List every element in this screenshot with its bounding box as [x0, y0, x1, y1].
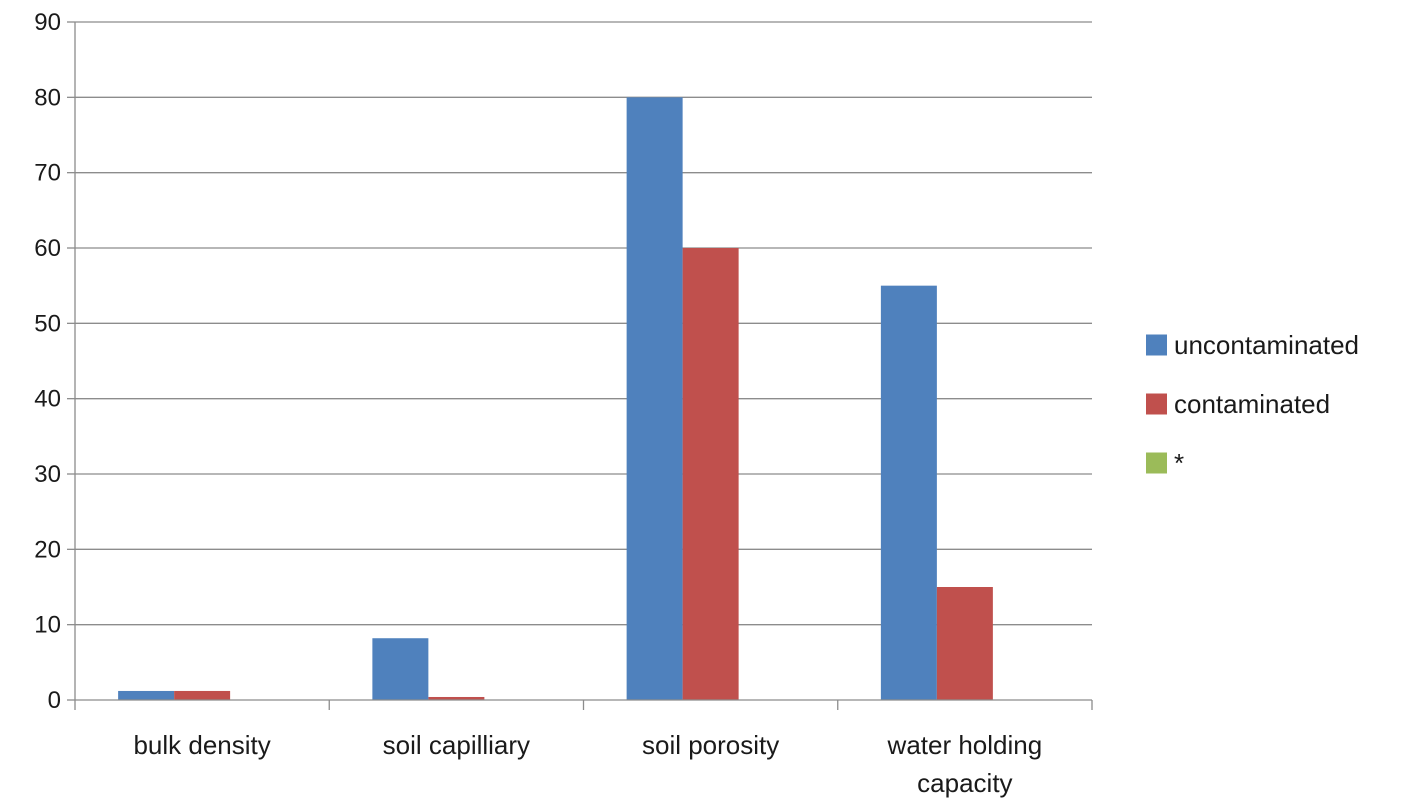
- y-tick-label: 50: [34, 310, 61, 337]
- bar-contaminated-3: [936, 587, 993, 700]
- x-tick-label-line: soil porosity: [642, 730, 779, 760]
- x-tick-label-line: capacity: [917, 768, 1012, 798]
- legend-label: contaminated: [1174, 389, 1330, 419]
- bar-contaminated-0: [174, 690, 231, 700]
- y-tick-label: 10: [34, 612, 61, 639]
- bar-contaminated-2: [682, 248, 739, 700]
- y-tick-label: 80: [34, 84, 61, 111]
- y-tick-label: 60: [34, 235, 61, 262]
- legend-swatch: [1146, 393, 1167, 415]
- y-tick-label: 0: [48, 687, 61, 714]
- x-tick-label: soil capilliary: [383, 730, 530, 760]
- legend-label: *: [1174, 448, 1184, 478]
- x-tick-label-line: soil capilliary: [383, 730, 530, 760]
- bar-uncontaminated-3: [880, 285, 937, 700]
- axes: 0 10 20 30 40 50 60 70 80 90 bulk density soil capi…: [34, 9, 1093, 798]
- y-tick-label: 40: [34, 386, 61, 413]
- legend: uncontaminated contaminated *: [1146, 330, 1359, 478]
- x-tick-label: soil porosity: [642, 730, 779, 760]
- gridlines: [75, 21, 1092, 626]
- legend-swatch: [1146, 452, 1167, 474]
- x-tick-label: water holding capacity: [887, 730, 1043, 798]
- y-tick-label: 20: [34, 536, 61, 563]
- bar-uncontaminated-1: [372, 638, 429, 700]
- y-tick-label: 90: [34, 9, 61, 36]
- x-tick-label: bulk density: [133, 730, 270, 760]
- x-tick-label-line: water holding: [887, 730, 1043, 760]
- legend-label: uncontaminated: [1174, 330, 1359, 360]
- y-tick-label: 70: [34, 160, 61, 187]
- bar-uncontaminated-2: [626, 97, 683, 701]
- legend-swatch: [1146, 334, 1167, 356]
- bar-uncontaminated-0: [118, 690, 175, 700]
- x-tick-label-line: bulk density: [133, 730, 270, 760]
- bars: [118, 97, 993, 701]
- bar-contaminated-1: [428, 696, 485, 700]
- y-tick-label: 30: [34, 461, 61, 488]
